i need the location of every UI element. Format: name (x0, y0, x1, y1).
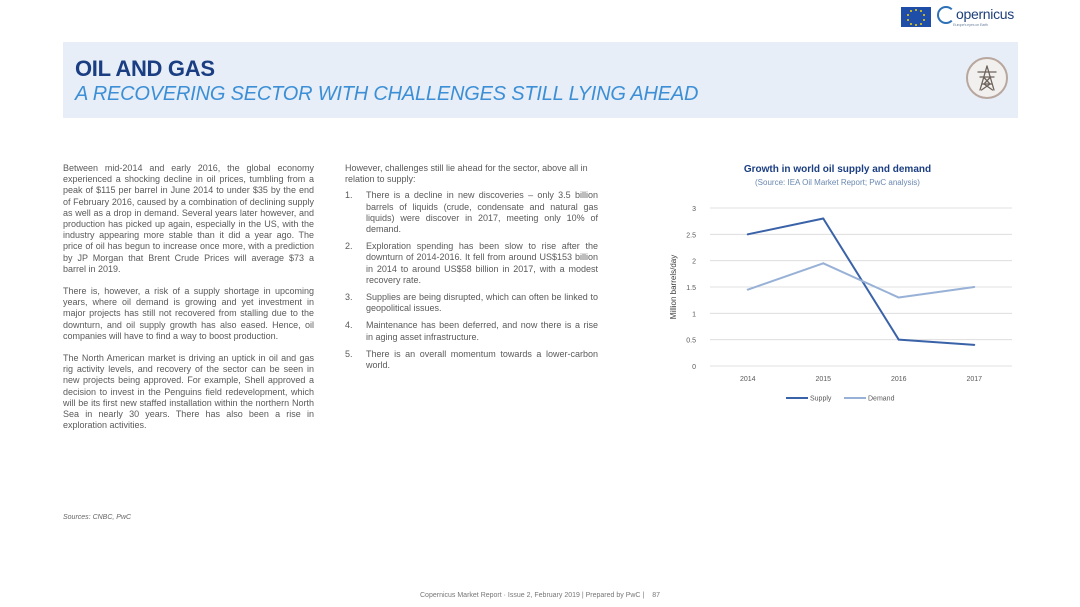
page-number: 87 (652, 592, 660, 599)
chart-subtitle: (Source: IEA Oil Market Report; PwC anal… (755, 178, 920, 187)
left-text-column: Between mid-2014 and early 2016, the glo… (63, 163, 314, 442)
list-text: There is a decline in new discoveries – … (366, 190, 598, 235)
data-point (822, 262, 825, 265)
y-tick-label: 3 (692, 206, 696, 213)
list-number: 3. (345, 292, 353, 303)
legend-label: Demand (868, 396, 895, 403)
copernicus-wordmark: opernicus (955, 6, 1014, 22)
x-tick-label: 2017 (966, 376, 982, 383)
supply-demand-chart: Growth in world oil supply and demand (S… (660, 160, 1020, 410)
y-tick-label: 0 (692, 364, 696, 371)
logo-area: opernicus Europe's eyes on Earth (900, 6, 1014, 28)
list-number: 5. (345, 348, 353, 359)
list-number: 1. (345, 190, 353, 201)
y-axis-label: Million barrels/day (669, 255, 678, 319)
page-title: OIL AND GAS (75, 56, 215, 81)
list-text: Supplies are being disrupted, which can … (366, 292, 598, 314)
chart-title: Growth in world oil supply and demand (743, 164, 932, 175)
paragraph: Between mid-2014 and early 2016, the glo… (63, 163, 314, 274)
y-tick-label: 2.5 (686, 232, 696, 239)
sources-note: Sources: CNBC, PwC (63, 514, 132, 521)
legend-label: Supply (810, 396, 832, 403)
page-subtitle: A RECOVERING SECTOR WITH CHALLENGES STIL… (75, 83, 699, 105)
data-point (897, 296, 900, 299)
page-footer: Copernicus Market Report · Issue 2, Febr… (0, 592, 1080, 599)
x-tick-label: 2016 (891, 376, 907, 383)
series-line-demand (747, 262, 975, 299)
pylon-icon (966, 57, 1008, 99)
data-point (746, 288, 749, 291)
eu-flag-icon (900, 6, 931, 27)
data-point (822, 217, 825, 220)
y-tick-label: 2 (692, 259, 696, 266)
title-banner: OIL AND GAS A RECOVERING SECTOR WITH CHA… (63, 42, 1018, 118)
list-item: 5. There is an overall momentum towards a… (345, 349, 598, 371)
y-tick-label: 0.5 (686, 338, 696, 345)
data-point (897, 338, 900, 341)
paragraph: There is, however, a risk of a supply sh… (63, 286, 314, 341)
list-item: 2. Exploration spending has been slow to … (345, 241, 598, 286)
chart-plot: 0 0.5 1 1.5 2 2.5 3 2014 2015 2016 2017 Million bar… (669, 206, 1012, 403)
challenges-intro: However, challenges still lie ahead for … (345, 163, 588, 185)
copernicus-c-icon (936, 6, 955, 25)
list-text: Exploration spending has been slow to ri… (366, 241, 598, 285)
footer-text: Copernicus Market Report · Issue 2, Febr… (420, 592, 645, 599)
data-point (746, 233, 749, 236)
copernicus-logo: opernicus Europe's eyes on Earth (936, 6, 1014, 28)
list-item: 3. Supplies are being disrupted, which ca… (345, 292, 598, 314)
y-tick-label: 1.5 (686, 285, 696, 292)
list-item: 1. There is a decline in new discoveries … (345, 190, 598, 235)
paragraph: The North American market is driving an … (63, 353, 314, 431)
copernicus-tagline: Europe's eyes on Earth (952, 22, 988, 28)
list-text: Maintenance has been deferred, and now t… (366, 320, 598, 342)
x-tick-label: 2014 (740, 376, 756, 383)
list-item: 4. Maintenance has been deferred, and now… (345, 320, 598, 342)
data-point (973, 343, 976, 346)
y-tick-label: 1 (692, 311, 696, 318)
middle-text-column: However, challenges still lie ahead for … (345, 163, 598, 377)
series-line-supply (747, 217, 975, 346)
list-text: There is an overall momentum towards a l… (366, 348, 598, 371)
data-point (973, 286, 976, 288)
challenges-list: 1. There is a decline in new discoveries … (345, 190, 598, 371)
x-tick-label: 2015 (815, 376, 831, 383)
list-number: 2. (345, 241, 353, 252)
list-number: 4. (345, 320, 353, 331)
